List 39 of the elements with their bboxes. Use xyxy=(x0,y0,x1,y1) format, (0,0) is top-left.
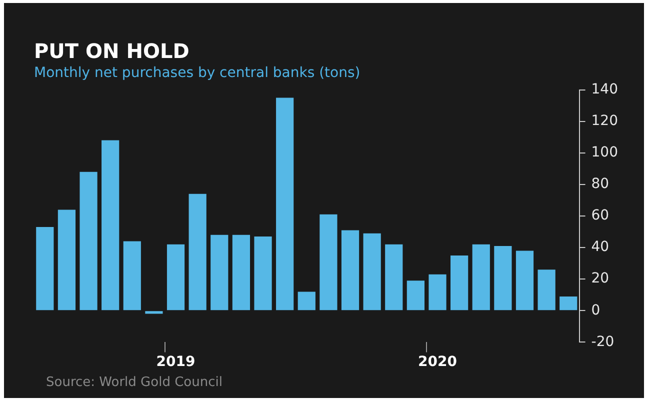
bar xyxy=(320,214,338,310)
y-tick-label: 0 xyxy=(591,302,600,318)
bar xyxy=(166,244,185,310)
bar xyxy=(363,233,381,310)
bar xyxy=(516,250,534,310)
bar xyxy=(58,210,76,310)
chart-title: PUT ON HOLD xyxy=(34,39,190,64)
bar xyxy=(560,296,578,310)
source-note: Source: World Gold Council xyxy=(46,375,222,390)
bar xyxy=(494,246,512,310)
bar xyxy=(36,227,54,310)
bar xyxy=(341,230,360,310)
bar xyxy=(428,274,446,310)
y-tick-label: -20 xyxy=(591,334,614,350)
bar xyxy=(298,292,316,310)
bar xyxy=(102,140,120,310)
bar xyxy=(188,194,206,310)
y-tick-label: 20 xyxy=(591,270,610,287)
bar xyxy=(450,255,468,310)
bar xyxy=(472,244,490,310)
y-tick-label: 80 xyxy=(591,176,610,192)
y-tick-label: 100 xyxy=(591,144,618,161)
y-tick-label: 40 xyxy=(591,239,610,256)
bar xyxy=(232,234,250,310)
y-tick-label: 120 xyxy=(591,112,618,129)
y-tick-label: 60 xyxy=(591,208,610,224)
bar xyxy=(254,236,272,310)
bar xyxy=(276,98,294,310)
bar xyxy=(538,270,556,310)
bar xyxy=(123,241,141,310)
bar xyxy=(406,280,424,310)
bar xyxy=(80,172,98,310)
bar xyxy=(210,234,228,310)
bar xyxy=(145,311,163,314)
x-tick-label: 2019 xyxy=(156,354,196,370)
y-tick-label: 140 xyxy=(591,81,618,98)
bar xyxy=(385,244,403,310)
x-tick-label: 2020 xyxy=(418,354,458,370)
chart-subtitle: Monthly net purchases by central banks (tons) xyxy=(34,65,360,82)
